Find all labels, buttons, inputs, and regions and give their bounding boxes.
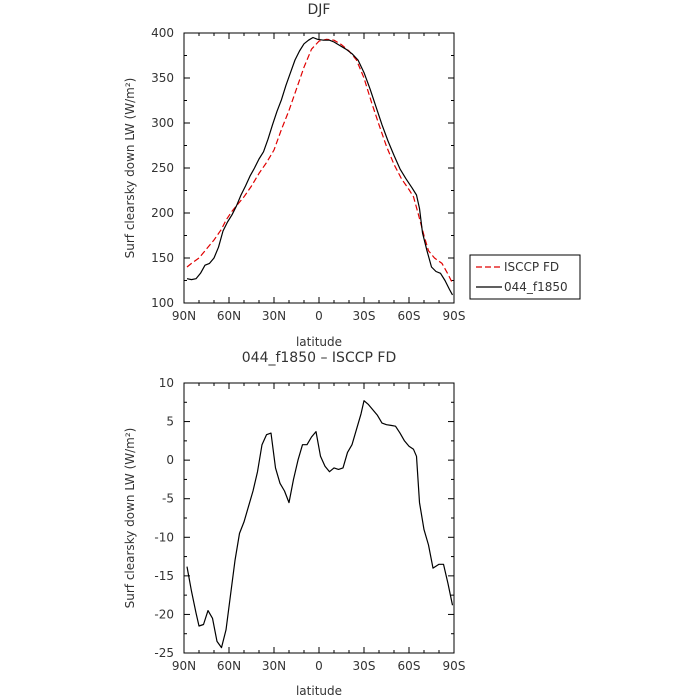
- y-tick-label: -10: [154, 530, 174, 544]
- x-tick-label: 30S: [353, 659, 376, 673]
- x-tick-label: 60N: [217, 309, 241, 323]
- y-tick-label: 0: [166, 453, 174, 467]
- y-tick-label: 350: [151, 71, 174, 85]
- y-tick-label: 10: [159, 376, 174, 390]
- y-tick-label: 400: [151, 26, 174, 40]
- y-tick-label: -25: [154, 646, 174, 660]
- y-tick-label: 250: [151, 161, 174, 175]
- x-tick-label: 30N: [262, 309, 286, 323]
- x-tick-label: 60N: [217, 659, 241, 673]
- x-tick-label: 60S: [398, 309, 421, 323]
- x-tick-label: 30S: [353, 309, 376, 323]
- legend-label: ISCCP FD: [504, 260, 559, 274]
- y-tick-label: -20: [154, 607, 174, 621]
- y-tick-label: 100: [151, 296, 174, 310]
- series-line-1: [186, 38, 454, 284]
- plot-frame: [183, 382, 455, 654]
- x-tick-label: 90N: [172, 309, 196, 323]
- chart-title: 044_f1850 – ISCCP FD: [242, 350, 396, 366]
- x-tick-label: 0: [315, 659, 323, 673]
- plot-frame: [183, 32, 455, 304]
- x-axis-title: latitude: [296, 684, 342, 698]
- chart-title: DJF: [308, 2, 331, 18]
- x-tick-label: 90N: [172, 659, 196, 673]
- y-axis-title: Surf clearsky down LW (W/m²): [123, 428, 137, 609]
- legend-box: [469, 254, 581, 300]
- y-tick-label: 150: [151, 251, 174, 265]
- series-line-2: [186, 36, 454, 296]
- x-tick-label: 0: [315, 309, 323, 323]
- legend-label: 044_f1850: [504, 280, 568, 294]
- y-tick-label: 5: [166, 415, 174, 429]
- y-axis-title: Surf clearsky down LW (W/m²): [123, 78, 137, 259]
- y-tick-label: 200: [151, 206, 174, 220]
- series-line-1: [186, 400, 454, 649]
- x-tick-label: 30N: [262, 659, 286, 673]
- x-axis-title: latitude: [296, 335, 342, 349]
- y-tick-label: -15: [154, 569, 174, 583]
- x-tick-label: 60S: [398, 659, 421, 673]
- x-tick-label: 90S: [443, 659, 466, 673]
- y-tick-label: -5: [162, 492, 174, 506]
- y-tick-label: 300: [151, 116, 174, 130]
- x-tick-label: 90S: [443, 309, 466, 323]
- top-panel: 90N 60N 30N 0 30S 60S 90S 100 150 200 250 300 350 400…: [123, 2, 581, 349]
- bottom-panel: 90N 60N 30N 0 30S 60S 90S 10 5 0 -5 -10 -15 -20 -25 044…: [123, 350, 465, 698]
